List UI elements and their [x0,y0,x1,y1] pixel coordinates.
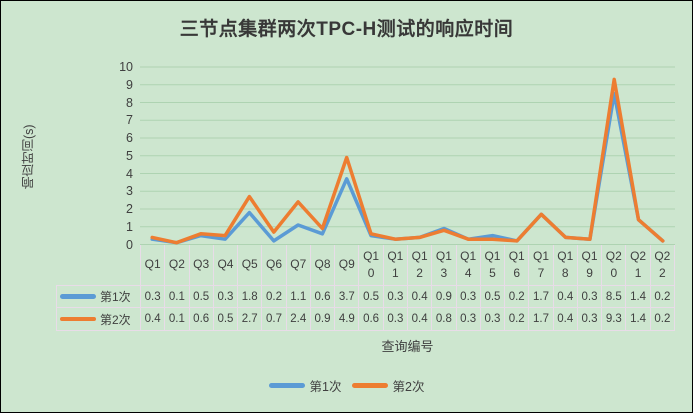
legend-label: 第1次 [309,380,342,394]
table-value-cell: 0.1 [165,286,190,308]
table-value-cell: 2.7 [238,308,263,331]
x-axis-title: 查询编号 [381,339,434,354]
y-tick-label: 6 [126,131,133,145]
table-value-cell: 0.2 [262,286,287,308]
table-category-header: Q4 [213,245,239,286]
table-category-header: Q9 [335,245,360,286]
plot-area [140,66,675,245]
table-value-cell: 0.3 [577,308,603,331]
y-tick-label: 2 [126,202,133,216]
table-value-cell: 0.7 [262,308,287,331]
chart-title: 三节点集群两次TPC-H测试的响应时间 [179,19,514,40]
table-value-cell: 0.4 [141,308,166,331]
table-value-cell: 9.3 [602,308,627,331]
table-value-cell: 0.6 [310,286,336,308]
table-category-header: Q2 [165,245,190,286]
y-tick-label: 7 [126,113,133,128]
table-category-header: Q7 [286,245,311,286]
table-category-header: Q10 [359,245,384,286]
legend-label: 第2次 [392,380,425,394]
table-value-cell: 1.8 [238,286,263,308]
y-tick-label: 5 [126,148,133,163]
table-value-cell: 0.4 [408,286,433,308]
y-axis-title: 响应时间(s) [22,124,36,190]
y-tick-label: 10 [119,60,133,74]
table-category-header: Q11 [383,245,408,286]
table-value-cell: 0.6 [189,308,214,331]
table-value-cell: 0.1 [165,308,190,331]
table-category-header: Q21 [626,245,651,286]
table-category-header: Q13 [432,245,457,286]
table-value-cell: 0.3 [456,286,481,308]
table-value-cell: 2.4 [286,308,311,331]
table-value-cell: 0.3 [480,308,506,331]
table-value-cell: 1.1 [286,286,311,308]
legend-item: 第2次 [351,376,425,395]
chart-legend: 第1次 第2次 [1,376,692,395]
table-category-header: Q8 [310,245,336,286]
table-category-header: Q16 [505,245,530,286]
table-series-label: 第2次 [56,308,141,331]
legend-marker-icon [268,383,305,388]
table-value-cell: 0.3 [577,286,603,308]
table-value-cell: 0.5 [359,286,384,308]
table-value-cell: 0.2 [505,308,530,331]
table-value-cell: 1.7 [529,286,554,308]
table-value-cell: 0.3 [383,286,408,308]
table-category-header: Q14 [456,245,481,286]
legend-item: 第1次 [268,376,342,395]
legend-marker-icon [351,383,388,388]
series-marker-icon [60,294,96,299]
table-value-cell: 0.4 [408,308,433,331]
table-value-cell: 0.4 [553,308,578,331]
series-line-2 [150,77,665,245]
table-value-cell: 1.7 [529,308,554,331]
table-category-header: Q22 [650,245,675,286]
series-name: 第1次 [100,290,131,304]
series-marker-icon [60,316,96,322]
table-value-cell: 0.5 [189,286,214,308]
table-category-header: Q5 [238,245,263,286]
table-value-cell: 3.7 [335,286,360,308]
table-value-cell: 0.9 [310,308,336,331]
table-category-header: Q20 [602,245,627,286]
table-value-cell: 4.9 [335,308,360,331]
table-category-header: Q6 [262,245,287,286]
table-value-cell: 1.4 [626,286,651,308]
table-series-label: 第1次 [56,286,141,308]
table-value-cell: 0.8 [432,308,457,331]
table-value-cell: 0.3 [213,286,239,308]
series-name: 第2次 [100,312,131,327]
y-tick-label: 8 [126,95,133,110]
table-value-cell: 8.5 [602,286,627,308]
table-value-cell: 0.5 [213,308,239,331]
table-value-cell: 0.9 [432,286,457,308]
y-tick-label: 9 [126,77,133,92]
table-category-header: Q1 [141,245,166,286]
data-table: Q1 Q2 Q3 Q4 Q5 Q6 Q7 Q8 Q9 Q10 Q11 Q12 Q13 Q14 Q15 Q16 Q… [56,245,675,331]
table-value-cell: 0.3 [141,286,166,308]
y-tick-label: 3 [126,184,133,199]
table-corner-cell [56,245,141,286]
table-value-cell: 1.4 [626,308,651,331]
table-value-cell: 0.6 [359,308,384,331]
table-value-cell: 0.2 [650,286,675,308]
table-category-header: Q17 [529,245,554,286]
table-value-cell: 0.2 [650,308,675,331]
y-tick-label: 4 [126,166,133,181]
table-category-header: Q12 [408,245,433,286]
series-line-1 [150,91,665,245]
table-value-cell: 0.5 [480,286,506,308]
table-category-header: Q18 [553,245,578,286]
table-category-header: Q15 [480,245,506,286]
table-category-header: Q3 [189,245,214,286]
y-tick-label: 0 [126,237,133,252]
table-value-cell: 0.4 [553,286,578,308]
table-value-cell: 0.3 [456,308,481,331]
table-category-header: Q19 [577,245,603,286]
table-value-cell: 0.2 [505,286,530,308]
y-tick-label: 1 [126,219,133,234]
table-value-cell: 0.3 [383,308,408,331]
